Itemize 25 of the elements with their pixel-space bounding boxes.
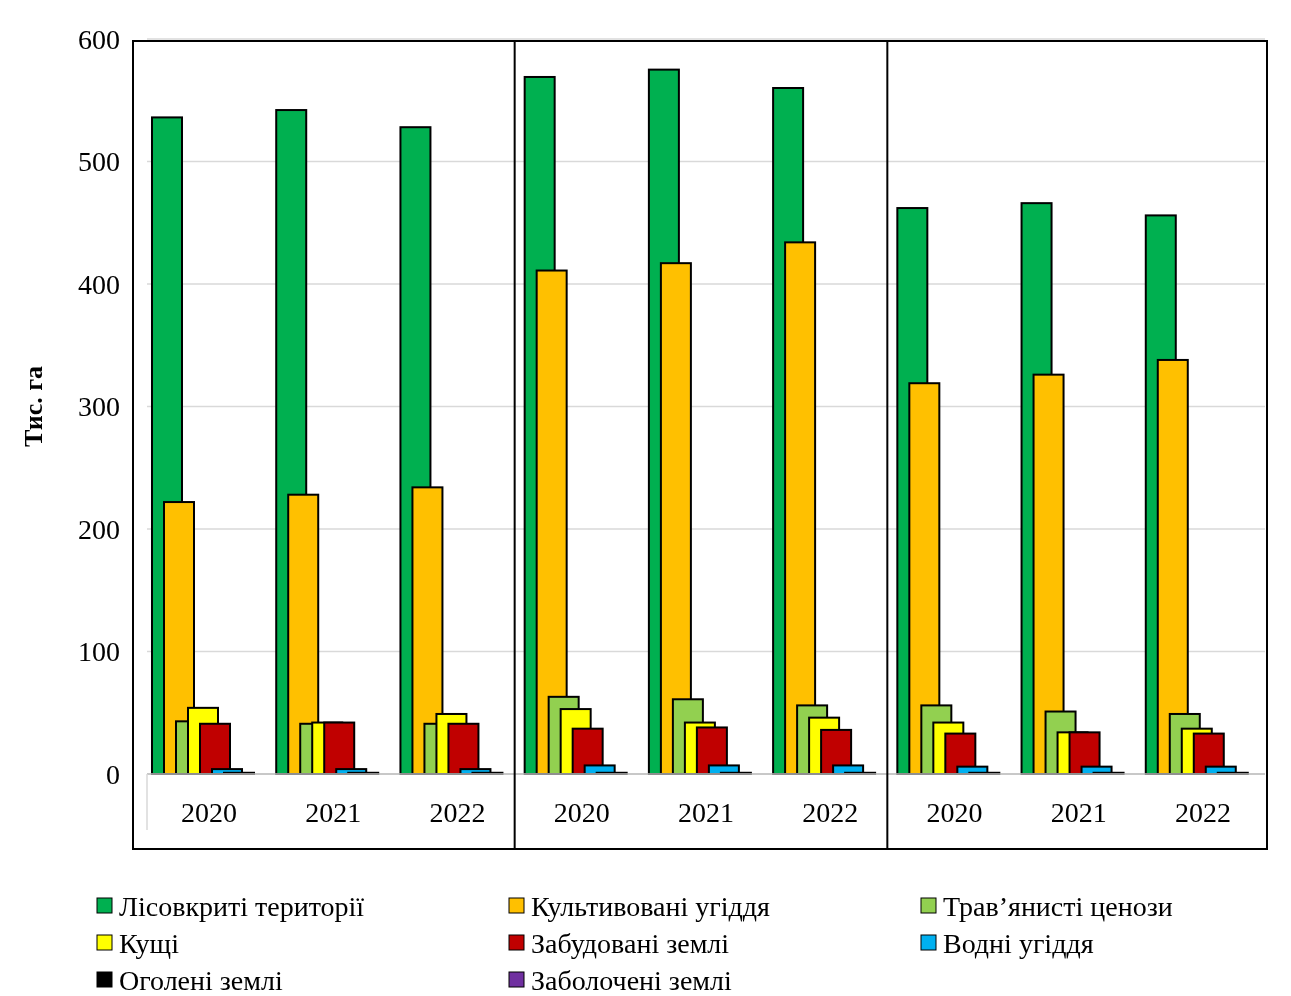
x-tick-label: 2021 bbox=[678, 796, 734, 828]
x-tick-label: 2020 bbox=[181, 796, 238, 828]
legend-label: Трав’янисті ценози bbox=[943, 890, 1173, 922]
y-tick-label: 300 bbox=[78, 391, 120, 423]
x-tick-label: 2022 bbox=[429, 796, 486, 828]
legend-label: Заболочені землі bbox=[531, 964, 733, 996]
legend-label: Забудовані землі bbox=[531, 927, 730, 959]
legend-label: Лісовкриті території bbox=[119, 890, 365, 922]
x-tick-label: 2022 bbox=[802, 796, 859, 828]
y-tick-label: 500 bbox=[78, 146, 120, 178]
y-tick-label: 400 bbox=[78, 268, 120, 300]
y-tick-label: 200 bbox=[78, 513, 120, 545]
legend-label: Культивовані угіддя bbox=[531, 890, 771, 922]
y-tick-label: 0 bbox=[106, 758, 120, 790]
legend-label: Кущі bbox=[119, 927, 180, 959]
x-tick-label: 2021 bbox=[1050, 796, 1107, 828]
x-tick-label: 2020 bbox=[553, 796, 610, 828]
legend-label: Водні угіддя bbox=[943, 927, 1094, 959]
y-axis-title: Тис. га bbox=[19, 365, 48, 448]
x-tick-label: 2020 bbox=[926, 796, 983, 828]
y-tick-label: 100 bbox=[78, 636, 120, 668]
legend-label: Оголені землі bbox=[119, 964, 283, 996]
y-tick-label: 600 bbox=[78, 23, 120, 55]
x-tick-label: 2021 bbox=[305, 796, 362, 828]
x-tick-label: 2022 bbox=[1174, 796, 1231, 828]
